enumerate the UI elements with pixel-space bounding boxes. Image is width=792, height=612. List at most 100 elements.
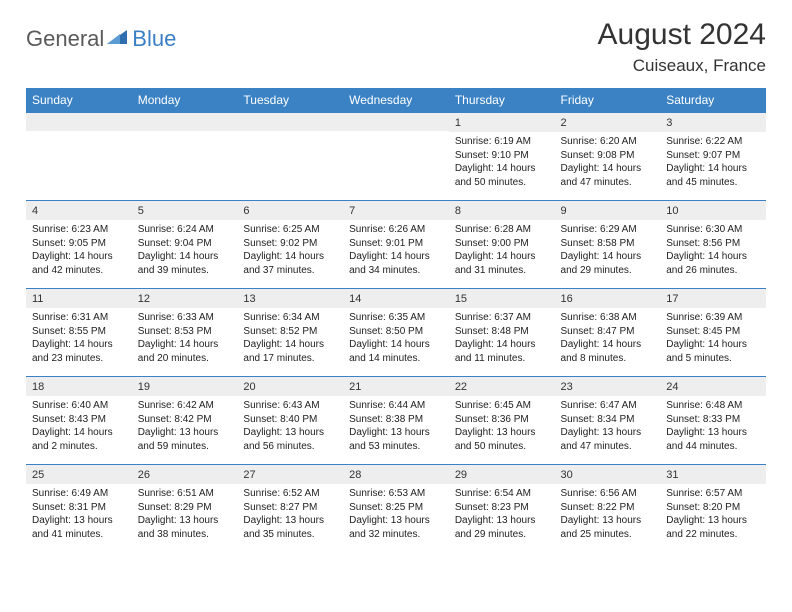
day-number: 25: [26, 465, 132, 484]
daylight-text: Daylight: 13 hours and 38 minutes.: [138, 514, 232, 541]
month-title: August 2024: [598, 18, 766, 52]
daylight-text: Daylight: 13 hours and 35 minutes.: [243, 514, 337, 541]
day-details: Sunrise: 6:23 AMSunset: 9:05 PMDaylight:…: [26, 220, 132, 281]
calendar-day-cell: 27Sunrise: 6:52 AMSunset: 8:27 PMDayligh…: [237, 465, 343, 553]
sunset-text: Sunset: 8:22 PM: [561, 501, 655, 515]
calendar-week-row: 1Sunrise: 6:19 AMSunset: 9:10 PMDaylight…: [26, 113, 766, 201]
day-details: Sunrise: 6:42 AMSunset: 8:42 PMDaylight:…: [132, 396, 238, 457]
day-number: 21: [343, 377, 449, 396]
day-details: Sunrise: 6:31 AMSunset: 8:55 PMDaylight:…: [26, 308, 132, 369]
day-number: 22: [449, 377, 555, 396]
sunrise-text: Sunrise: 6:52 AM: [243, 487, 337, 501]
day-details: Sunrise: 6:34 AMSunset: 8:52 PMDaylight:…: [237, 308, 343, 369]
calendar-day-cell: 22Sunrise: 6:45 AMSunset: 8:36 PMDayligh…: [449, 377, 555, 465]
calendar-day-cell: 24Sunrise: 6:48 AMSunset: 8:33 PMDayligh…: [660, 377, 766, 465]
day-details: Sunrise: 6:35 AMSunset: 8:50 PMDaylight:…: [343, 308, 449, 369]
daylight-text: Daylight: 13 hours and 29 minutes.: [455, 514, 549, 541]
calendar-day-cell: 5Sunrise: 6:24 AMSunset: 9:04 PMDaylight…: [132, 201, 238, 289]
day-details: Sunrise: 6:26 AMSunset: 9:01 PMDaylight:…: [343, 220, 449, 281]
sunrise-text: Sunrise: 6:34 AM: [243, 311, 337, 325]
calendar-day-cell: 14Sunrise: 6:35 AMSunset: 8:50 PMDayligh…: [343, 289, 449, 377]
calendar-week-row: 18Sunrise: 6:40 AMSunset: 8:43 PMDayligh…: [26, 377, 766, 465]
calendar-day-cell: [237, 113, 343, 201]
day-number: 31: [660, 465, 766, 484]
daylight-text: Daylight: 14 hours and 20 minutes.: [138, 338, 232, 365]
calendar-day-cell: 30Sunrise: 6:56 AMSunset: 8:22 PMDayligh…: [555, 465, 661, 553]
day-details: Sunrise: 6:52 AMSunset: 8:27 PMDaylight:…: [237, 484, 343, 545]
day-number: 4: [26, 201, 132, 220]
daylight-text: Daylight: 13 hours and 44 minutes.: [666, 426, 760, 453]
sunrise-text: Sunrise: 6:24 AM: [138, 223, 232, 237]
day-number: [237, 113, 343, 131]
day-details: Sunrise: 6:37 AMSunset: 8:48 PMDaylight:…: [449, 308, 555, 369]
day-number: 17: [660, 289, 766, 308]
calendar-table: Sunday Monday Tuesday Wednesday Thursday…: [26, 88, 766, 553]
daylight-text: Daylight: 14 hours and 26 minutes.: [666, 250, 760, 277]
calendar-page: General Blue August 2024 Cuiseaux, Franc…: [0, 0, 792, 563]
weekday-header: Friday: [555, 88, 661, 113]
sunrise-text: Sunrise: 6:39 AM: [666, 311, 760, 325]
sunrise-text: Sunrise: 6:48 AM: [666, 399, 760, 413]
day-number: 12: [132, 289, 238, 308]
day-number: 6: [237, 201, 343, 220]
daylight-text: Daylight: 14 hours and 5 minutes.: [666, 338, 760, 365]
calendar-day-cell: 31Sunrise: 6:57 AMSunset: 8:20 PMDayligh…: [660, 465, 766, 553]
day-number: 2: [555, 113, 661, 132]
day-details: Sunrise: 6:44 AMSunset: 8:38 PMDaylight:…: [343, 396, 449, 457]
day-number: 28: [343, 465, 449, 484]
sunset-text: Sunset: 8:56 PM: [666, 237, 760, 251]
sunrise-text: Sunrise: 6:54 AM: [455, 487, 549, 501]
sunset-text: Sunset: 8:53 PM: [138, 325, 232, 339]
sunrise-text: Sunrise: 6:31 AM: [32, 311, 126, 325]
day-number: 20: [237, 377, 343, 396]
day-number: 19: [132, 377, 238, 396]
calendar-day-cell: [343, 113, 449, 201]
calendar-day-cell: 17Sunrise: 6:39 AMSunset: 8:45 PMDayligh…: [660, 289, 766, 377]
sunset-text: Sunset: 8:33 PM: [666, 413, 760, 427]
day-number: 23: [555, 377, 661, 396]
daylight-text: Daylight: 14 hours and 37 minutes.: [243, 250, 337, 277]
calendar-day-cell: 23Sunrise: 6:47 AMSunset: 8:34 PMDayligh…: [555, 377, 661, 465]
sunset-text: Sunset: 8:20 PM: [666, 501, 760, 515]
calendar-week-row: 25Sunrise: 6:49 AMSunset: 8:31 PMDayligh…: [26, 465, 766, 553]
weekday-header: Thursday: [449, 88, 555, 113]
sunset-text: Sunset: 9:10 PM: [455, 149, 549, 163]
daylight-text: Daylight: 14 hours and 29 minutes.: [561, 250, 655, 277]
calendar-day-cell: 3Sunrise: 6:22 AMSunset: 9:07 PMDaylight…: [660, 113, 766, 201]
daylight-text: Daylight: 14 hours and 42 minutes.: [32, 250, 126, 277]
daylight-text: Daylight: 14 hours and 39 minutes.: [138, 250, 232, 277]
day-number: 8: [449, 201, 555, 220]
sunrise-text: Sunrise: 6:35 AM: [349, 311, 443, 325]
daylight-text: Daylight: 14 hours and 8 minutes.: [561, 338, 655, 365]
weekday-header: Wednesday: [343, 88, 449, 113]
sunset-text: Sunset: 9:02 PM: [243, 237, 337, 251]
sunset-text: Sunset: 8:52 PM: [243, 325, 337, 339]
day-number: 7: [343, 201, 449, 220]
daylight-text: Daylight: 14 hours and 50 minutes.: [455, 162, 549, 189]
daylight-text: Daylight: 13 hours and 53 minutes.: [349, 426, 443, 453]
brand-logo: General Blue: [26, 18, 176, 52]
page-header: General Blue August 2024 Cuiseaux, Franc…: [26, 18, 766, 76]
sunset-text: Sunset: 8:23 PM: [455, 501, 549, 515]
sunrise-text: Sunrise: 6:26 AM: [349, 223, 443, 237]
day-number: 9: [555, 201, 661, 220]
sunrise-text: Sunrise: 6:42 AM: [138, 399, 232, 413]
sunset-text: Sunset: 8:47 PM: [561, 325, 655, 339]
day-number: 26: [132, 465, 238, 484]
weekday-header: Sunday: [26, 88, 132, 113]
sunset-text: Sunset: 8:42 PM: [138, 413, 232, 427]
day-details: Sunrise: 6:51 AMSunset: 8:29 PMDaylight:…: [132, 484, 238, 545]
day-number: [26, 113, 132, 131]
day-number: 27: [237, 465, 343, 484]
sunrise-text: Sunrise: 6:37 AM: [455, 311, 549, 325]
sunset-text: Sunset: 8:29 PM: [138, 501, 232, 515]
day-number: 11: [26, 289, 132, 308]
sunset-text: Sunset: 8:58 PM: [561, 237, 655, 251]
sunset-text: Sunset: 9:08 PM: [561, 149, 655, 163]
calendar-day-cell: 18Sunrise: 6:40 AMSunset: 8:43 PMDayligh…: [26, 377, 132, 465]
calendar-day-cell: 16Sunrise: 6:38 AMSunset: 8:47 PMDayligh…: [555, 289, 661, 377]
sunrise-text: Sunrise: 6:28 AM: [455, 223, 549, 237]
sunrise-text: Sunrise: 6:51 AM: [138, 487, 232, 501]
daylight-text: Daylight: 14 hours and 11 minutes.: [455, 338, 549, 365]
daylight-text: Daylight: 13 hours and 41 minutes.: [32, 514, 126, 541]
